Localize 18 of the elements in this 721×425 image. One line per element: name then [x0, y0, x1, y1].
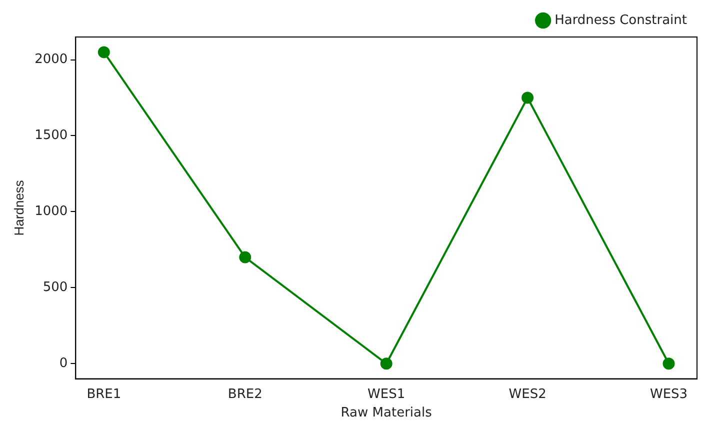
x-tick-label: WES1 [368, 386, 406, 402]
y-tick-label: 1500 [34, 128, 68, 144]
point [522, 92, 534, 104]
y-tick-label: 500 [42, 280, 68, 296]
y-tick-label: 2000 [34, 52, 68, 68]
y-axis-title: Hardness [11, 180, 26, 236]
legend-label: Hardness Constraint [554, 12, 688, 28]
x-tick-label: WES2 [508, 386, 546, 402]
y-tick-label: 1000 [34, 204, 68, 220]
x-tick-label: WES3 [650, 386, 688, 402]
y-tick-label: 0 [59, 356, 68, 371]
point [239, 251, 252, 264]
x-axis-title: Raw Materials [340, 406, 432, 421]
point [662, 358, 675, 370]
point [98, 46, 110, 58]
x-tick-label: BRE1 [86, 386, 122, 402]
point [380, 358, 392, 370]
x-tick-label: BRE2 [228, 386, 262, 402]
